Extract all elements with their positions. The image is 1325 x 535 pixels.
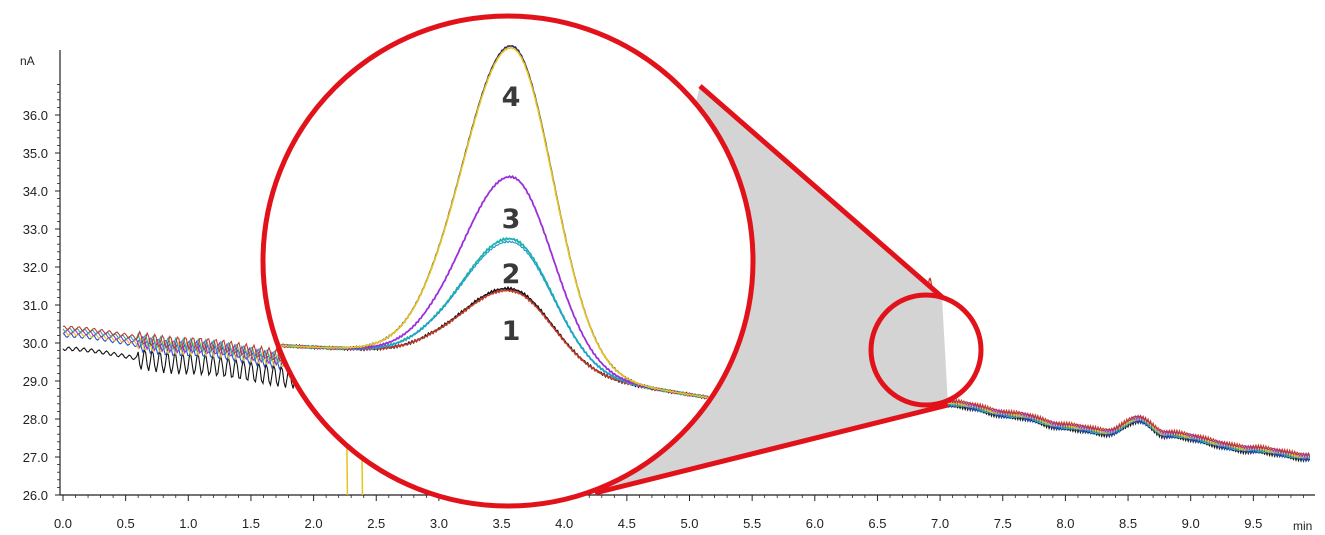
x-tick-label: 7.5 [994, 516, 1012, 531]
x-tick-label: 3.0 [430, 516, 448, 531]
y-tick-label: 36.0 [23, 108, 48, 123]
y-tick-label: 28.0 [23, 412, 48, 427]
magnified-traces [267, 44, 750, 407]
magnifier-circle-small [868, 292, 984, 408]
x-tick-label: 3.5 [493, 516, 511, 531]
x-tick-label: 2.5 [367, 516, 385, 531]
y-tick-label: 29.0 [23, 374, 48, 389]
y-axis-unit-label: nA [20, 54, 35, 68]
y-tick-label: 34.0 [23, 184, 48, 199]
x-tick-label: 1.5 [242, 516, 260, 531]
x-tick-label: 9.5 [1244, 516, 1262, 531]
zoom-trace [267, 46, 750, 406]
y-tick-label: 30.0 [23, 336, 48, 351]
y-tick-label: 26.0 [23, 488, 48, 503]
baseline-noise-trace [62, 325, 320, 366]
peak-label-2: 2 [502, 259, 521, 290]
x-tick-label: 5.0 [680, 516, 698, 531]
x-tick-label: 5.5 [743, 516, 761, 531]
x-tick-label: 7.0 [931, 516, 949, 531]
x-axis-unit-label: min [1293, 519, 1312, 533]
x-tick-label: 0.5 [117, 516, 135, 531]
magnifier-circle-large [260, 13, 756, 509]
axes: 26.027.028.029.030.031.032.033.034.035.0… [23, 50, 1315, 531]
peak-label-4: 4 [502, 82, 521, 113]
zoom-cone-edge [594, 402, 949, 496]
y-tick-label: 27.0 [23, 450, 48, 465]
x-tick-label: 6.0 [806, 516, 824, 531]
x-tick-label: 8.0 [1056, 516, 1074, 531]
peak-label-3: 3 [502, 204, 521, 235]
x-tick-label: 4.0 [555, 516, 573, 531]
x-tick-label: 2.0 [305, 516, 323, 531]
x-tick-label: 1.0 [179, 516, 197, 531]
x-tick-label: 8.5 [1119, 516, 1137, 531]
magnifier-inset: 1 2 3 4 [260, 13, 984, 509]
y-tick-label: 32.0 [23, 260, 48, 275]
x-tick-label: 4.5 [618, 516, 636, 531]
zoom-cone-edge [698, 84, 944, 299]
x-tick-label: 9.0 [1182, 516, 1200, 531]
y-tick-label: 35.0 [23, 146, 48, 161]
peak-label-1: 1 [502, 316, 521, 347]
baseline-noise-trace [62, 331, 320, 371]
x-tick-label: 6.5 [868, 516, 886, 531]
x-tick-label: 0.0 [54, 516, 72, 531]
y-tick-label: 33.0 [23, 222, 48, 237]
y-tick-label: 31.0 [23, 298, 48, 313]
